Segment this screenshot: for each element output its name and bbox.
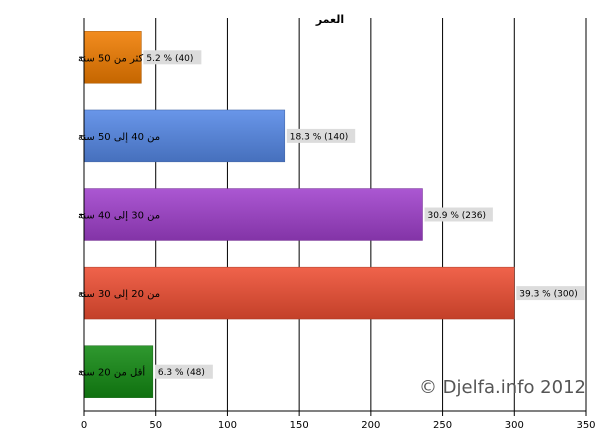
data-label: 5.2 % (40) [146,54,193,64]
category-label: أقل من 20 سنة [78,366,145,379]
watermark: © Djelfa.info 2012 [419,377,586,398]
bar [83,109,286,163]
labels: 0 50 100 150 200 250 300 350 أكثر من 50 سنة 5.2 %… [78,50,596,431]
x-tick-label: 350 [576,420,595,431]
data-label-bg [154,364,213,379]
data-label-bg [286,128,356,143]
x-tick-label: 50 [149,420,162,431]
bar [83,266,515,320]
x-tick-label: 0 [81,420,87,431]
data-label: 18.3 % (140) [290,132,349,142]
category-label: أكثر من 50 سنة [78,51,146,64]
data-label-bg [424,207,493,222]
data-label-bg [516,286,585,301]
category-label: من 40 إلى 50 سنة [78,132,160,143]
category-label: من 30 إلى 40 سنة [78,211,160,222]
data-label-bg [143,50,202,65]
x-tick-label: 100 [218,420,237,431]
axes [79,18,587,416]
x-tick-label: 300 [505,420,524,431]
x-tick-label: 150 [290,420,309,431]
data-label: 30.9 % (236) [427,211,486,221]
category-label: من 20 إلى 30 سنة [78,289,160,300]
bars [83,31,515,398]
x-tick-label: 250 [433,420,452,431]
chart-title: العمر [315,13,344,26]
x-tick-label: 200 [361,420,380,431]
bar [83,345,154,398]
data-label: 39.3 % (300) [519,290,578,300]
data-label: 6.3 % (48) [158,368,205,378]
bar [83,188,423,241]
